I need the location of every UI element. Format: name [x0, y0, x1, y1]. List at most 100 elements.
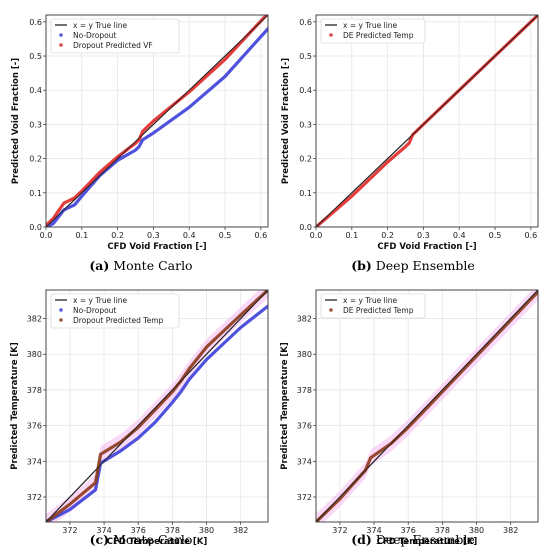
y-tick-label: 0.3	[299, 120, 312, 129]
y-tick-label: 376	[297, 422, 312, 431]
y-tick-label: 382	[27, 315, 42, 324]
x-tick-label: 0.2	[111, 231, 124, 240]
x-tick-label: 0.5	[489, 231, 502, 240]
true-line-overlay	[46, 290, 268, 522]
x-tick-label: 0.3	[417, 231, 430, 240]
x-tick-label: 382	[503, 526, 518, 535]
legend-label: Dropout Predicted Temp	[73, 316, 164, 325]
y-tick-label: 378	[27, 386, 42, 395]
x-axis-label: CFD Temperature [K]	[107, 537, 208, 547]
legend-marker-swatch	[59, 43, 63, 47]
panel-caption: (d) Deep Ensemble	[351, 532, 475, 547]
chart-panel-3: 372 374 376 378 380 382 372 374 376 378 380 382 CFD …	[10, 289, 269, 547]
y-tick-label: 0.3	[29, 120, 42, 129]
caption-tag: (c)	[90, 532, 109, 547]
chart-panel-1: 0.0 0.1 0.2 0.3 0.4 0.5 0.6 0.0 0.1 0.2 0.3 0.4 0.5 0…	[11, 14, 269, 252]
legend-marker-swatch	[329, 33, 333, 37]
y-tick-label: 380	[297, 350, 312, 359]
legend-box	[50, 293, 180, 329]
series-line-no-dropout	[46, 304, 268, 522]
y-tick-label: 380	[27, 350, 42, 359]
legend-label: Dropout Predicted VF	[73, 41, 153, 50]
x-axis-label: CFD Void Fraction [-]	[377, 242, 476, 252]
x-tick-label: 380	[469, 526, 484, 535]
legend-label: No-Dropout	[73, 306, 116, 315]
true-line-overlay	[46, 15, 268, 227]
y-tick-label: 0.5	[29, 52, 42, 61]
y-tick-label: 0.1	[299, 189, 312, 198]
caption-tag: (d)	[351, 532, 372, 547]
true-line-overlay	[316, 15, 538, 227]
x-tick-label: 374	[366, 526, 381, 535]
x-tick-label: 382	[233, 526, 248, 535]
y-tick-label: 0.0	[299, 223, 312, 232]
y-tick-label: 374	[27, 457, 42, 466]
y-tick-label: 0.4	[299, 86, 312, 95]
x-tick-label: 0.6	[254, 231, 267, 240]
y-tick-label: 0.0	[29, 223, 42, 232]
y-tick-label: 0.5	[299, 52, 312, 61]
y-tick-label: 0.6	[29, 18, 42, 27]
plot-series	[46, 290, 268, 522]
x-tick-label: 0.2	[381, 231, 394, 240]
x-tick-label: 378	[165, 526, 180, 535]
series-line-no-dropout	[46, 27, 268, 227]
x-tick-label: 378	[435, 526, 450, 535]
panel-caption: (c) Monte Carlo	[90, 532, 193, 547]
x-tick-label: 0.4	[453, 231, 466, 240]
x-tick-label: 0.1	[75, 231, 88, 240]
y-axis-label: Predicted Void Fraction [-]	[281, 58, 291, 184]
y-tick-label: 372	[297, 493, 312, 502]
chart-panel-2: 0.0 0.1 0.2 0.3 0.4 0.5 0.6 0.0 0.1 0.2 0.3 0.4 0.5 0…	[281, 14, 539, 252]
y-tick-label: 0.2	[29, 155, 42, 164]
legend-box	[320, 18, 426, 44]
x-axis-label: CFD Temperature [K]	[377, 537, 478, 547]
x-axis-label: CFD Void Fraction [-]	[107, 242, 206, 252]
plot-frame	[315, 14, 539, 228]
y-tick-label: 382	[297, 315, 312, 324]
x-tick-label: 0.6	[524, 231, 537, 240]
plot-series	[46, 15, 268, 227]
x-tick-label: 0.4	[183, 231, 196, 240]
plot-frame	[45, 289, 269, 523]
plot-series	[316, 290, 538, 522]
y-tick-label: 378	[297, 386, 312, 395]
y-tick-label: 374	[297, 457, 312, 466]
legend-label: x = y True line	[73, 296, 128, 305]
legend-marker-swatch	[59, 33, 63, 37]
y-axis-label: Predicted Temperature [K]	[10, 342, 20, 470]
caption-text: Deep Ensemble	[372, 258, 475, 273]
legend-box	[50, 18, 180, 54]
y-axis-label: Predicted Temperature [K]	[280, 342, 290, 470]
x-tick-label: 0.0	[310, 231, 323, 240]
legend-marker-swatch	[329, 308, 333, 312]
legend-label: x = y True line	[343, 21, 398, 30]
caption-text: Monte Carlo	[109, 532, 192, 547]
y-tick-label: 372	[27, 493, 42, 502]
y-tick-label: 0.2	[299, 155, 312, 164]
legend-label: DE Predicted Temp	[343, 31, 414, 40]
legend-marker-swatch	[59, 308, 63, 312]
plot-frame	[45, 14, 269, 228]
legend-label: x = y True line	[343, 296, 398, 305]
legend-label: x = y True line	[73, 21, 128, 30]
y-tick-label: 0.6	[299, 18, 312, 27]
legend-label: No-Dropout	[73, 31, 116, 40]
chart-panel-4: 372 374 376 378 380 382 372 374 376 378 380 382 CFD …	[280, 289, 539, 547]
y-tick-label: 376	[27, 422, 42, 431]
x-tick-label: 0.1	[345, 231, 358, 240]
plot-frame	[315, 289, 539, 523]
x-tick-label: 0.5	[219, 231, 232, 240]
plot-series	[316, 15, 538, 227]
x-tick-label: 372	[62, 526, 77, 535]
caption-text: Monte Carlo	[109, 258, 192, 273]
legend-marker-swatch	[59, 318, 63, 322]
x-tick-label: 0.0	[40, 231, 53, 240]
caption-tag: (a)	[89, 258, 109, 273]
true-line-overlay	[316, 290, 538, 522]
x-tick-label: 380	[199, 526, 214, 535]
